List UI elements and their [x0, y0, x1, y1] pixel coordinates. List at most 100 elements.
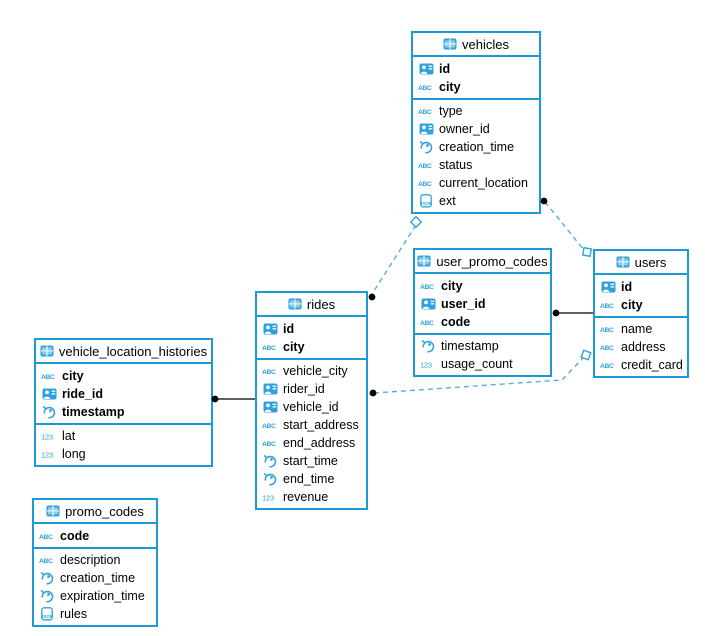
- column-label: creation_time: [439, 140, 515, 154]
- column-credit_card[interactable]: ABC credit_card: [595, 356, 687, 374]
- relationship-endpoint-dot: [540, 197, 548, 205]
- column-city[interactable]: ABC city: [413, 78, 539, 96]
- column-revenue[interactable]: 123 revenue: [257, 488, 366, 506]
- table-header-users[interactable]: users: [595, 251, 687, 275]
- column-city[interactable]: ABC city: [595, 296, 687, 314]
- column-start_address[interactable]: ABC start_address: [257, 416, 366, 434]
- column-type[interactable]: ABC type: [413, 102, 539, 120]
- column-user_id[interactable]: user_id: [415, 295, 550, 313]
- timestamp-type-icon: [39, 590, 55, 603]
- column-label: city: [441, 279, 463, 293]
- column-address[interactable]: ABC address: [595, 338, 687, 356]
- table-icon: [443, 38, 457, 50]
- text-type-icon: ABC: [418, 81, 434, 94]
- columns-section: ABC description creation_time expiration_…: [34, 549, 156, 625]
- table-title: vehicles: [462, 36, 509, 52]
- column-label: expiration_time: [60, 589, 145, 603]
- column-code[interactable]: ABC code: [415, 313, 550, 331]
- column-label: id: [439, 62, 451, 76]
- svg-text:JSON: JSON: [41, 614, 54, 619]
- table-header-rides[interactable]: rides: [257, 293, 366, 317]
- relationship-vehicles-rides[interactable]: [371, 224, 417, 295]
- column-code[interactable]: ABC code: [34, 527, 156, 545]
- table-users[interactable]: users id ABC city ABC name ABC address ABC c…: [593, 249, 689, 378]
- column-id[interactable]: id: [413, 60, 539, 78]
- table-header-vehicle_location_histories[interactable]: vehicle_location_histories: [36, 340, 211, 364]
- table-icon: [616, 256, 630, 268]
- column-id[interactable]: id: [595, 278, 687, 296]
- text-type-icon: ABC: [600, 299, 616, 312]
- column-city[interactable]: ABC city: [36, 367, 211, 385]
- relationship-endpoint-dot: [211, 395, 219, 403]
- relationship-endpoint-dot: [369, 389, 377, 397]
- column-start_time[interactable]: start_time: [257, 452, 366, 470]
- number-type-icon: 123: [262, 491, 278, 504]
- column-owner_id[interactable]: owner_id: [413, 120, 539, 138]
- svg-text:ABC: ABC: [262, 369, 276, 376]
- table-vehicle_location_histories[interactable]: vehicle_location_histories ABC city ride_…: [34, 338, 213, 467]
- column-ride_id[interactable]: ride_id: [36, 385, 211, 403]
- column-vehicle_id[interactable]: vehicle_id: [257, 398, 366, 416]
- column-label: id: [283, 322, 295, 336]
- svg-text:ABC: ABC: [418, 109, 432, 116]
- column-id[interactable]: id: [257, 320, 366, 338]
- column-description[interactable]: ABC description: [34, 551, 156, 569]
- pk-separator: [36, 423, 211, 425]
- svg-text:ABC: ABC: [600, 345, 614, 352]
- pk-separator: [415, 333, 550, 335]
- column-long[interactable]: 123 long: [36, 445, 211, 463]
- table-icon: [40, 345, 54, 357]
- column-current_location[interactable]: ABC current_location: [413, 174, 539, 192]
- relationship-rides-users[interactable]: [373, 357, 584, 394]
- relationship-endpoint-marker: [580, 349, 592, 361]
- timestamp-type-icon: [39, 572, 55, 585]
- column-end_time[interactable]: end_time: [257, 470, 366, 488]
- pk-separator: [257, 358, 366, 360]
- relationship-vehicles-users[interactable]: [544, 201, 585, 251]
- column-ext[interactable]: JSON ext: [413, 192, 539, 210]
- columns-section: ABC vehicle_city rider_id vehicle_id ABC s…: [257, 360, 366, 508]
- column-city[interactable]: ABC city: [415, 277, 550, 295]
- table-vehicles[interactable]: vehicles id ABC city ABC type owner_id cre…: [411, 31, 541, 214]
- column-label: rider_id: [283, 382, 325, 396]
- column-vehicle_city[interactable]: ABC vehicle_city: [257, 362, 366, 380]
- column-city[interactable]: ABC city: [257, 338, 366, 356]
- table-user_promo_codes[interactable]: user_promo_codes ABC city user_id ABC code…: [413, 248, 552, 377]
- column-rules[interactable]: JSON rules: [34, 605, 156, 623]
- text-type-icon: ABC: [262, 437, 278, 450]
- column-creation_time[interactable]: creation_time: [413, 138, 539, 156]
- uuid-type-icon: [262, 401, 278, 414]
- column-timestamp[interactable]: timestamp: [36, 403, 211, 421]
- text-type-icon: ABC: [418, 105, 434, 118]
- table-rides[interactable]: rides id ABC city ABC vehicle_city rider_i…: [255, 291, 368, 510]
- column-lat[interactable]: 123 lat: [36, 427, 211, 445]
- number-type-icon: 123: [41, 430, 57, 443]
- column-label: user_id: [441, 297, 486, 311]
- column-label: end_address: [283, 436, 356, 450]
- svg-text:ABC: ABC: [600, 327, 614, 334]
- column-rider_id[interactable]: rider_id: [257, 380, 366, 398]
- table-header-user_promo_codes[interactable]: user_promo_codes: [415, 250, 550, 274]
- column-name[interactable]: ABC name: [595, 320, 687, 338]
- table-promo_codes[interactable]: promo_codes ABC code ABC description creat…: [32, 498, 158, 627]
- column-usage_count[interactable]: 123 usage_count: [415, 355, 550, 373]
- svg-text:ABC: ABC: [420, 320, 434, 327]
- column-label: type: [439, 104, 463, 118]
- column-timestamp[interactable]: timestamp: [415, 337, 550, 355]
- uuid-type-icon: [262, 323, 278, 336]
- primary-key-section: id ABC city: [257, 317, 366, 358]
- svg-text:123: 123: [41, 432, 53, 441]
- relationship-endpoint-marker: [581, 246, 593, 258]
- column-status[interactable]: ABC status: [413, 156, 539, 174]
- table-header-promo_codes[interactable]: promo_codes: [34, 500, 156, 524]
- table-icon: [417, 255, 431, 267]
- column-expiration_time[interactable]: expiration_time: [34, 587, 156, 605]
- text-type-icon: ABC: [262, 365, 278, 378]
- column-end_address[interactable]: ABC end_address: [257, 434, 366, 452]
- columns-section: timestamp 123 usage_count: [415, 335, 550, 375]
- column-creation_time[interactable]: creation_time: [34, 569, 156, 587]
- table-header-vehicles[interactable]: vehicles: [413, 33, 539, 57]
- column-label: id: [621, 280, 633, 294]
- timestamp-type-icon: [262, 473, 278, 486]
- column-label: vehicle_id: [283, 400, 339, 414]
